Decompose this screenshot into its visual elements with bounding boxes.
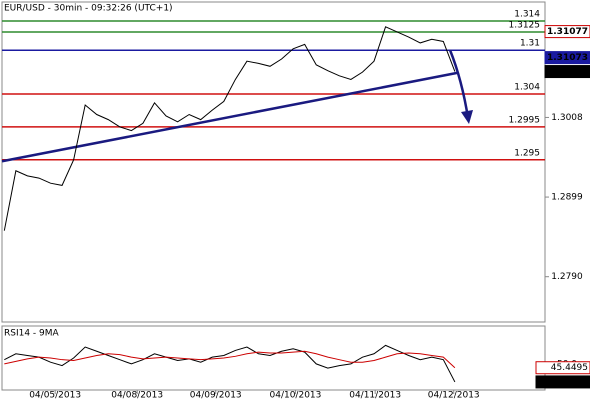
x-tick-label: 04/05/2013	[29, 391, 81, 400]
forecast-arrow-head	[461, 110, 473, 124]
level-label: 1.3125	[509, 20, 541, 30]
x-tick-label: 04/10/2013	[270, 391, 322, 400]
price-box	[544, 65, 590, 79]
level-label: 1.295	[514, 148, 540, 158]
level-label: 1.314	[514, 9, 540, 19]
y-tick-label: 1.3008	[551, 113, 583, 123]
value-box	[535, 375, 590, 389]
price-label: 1.31077	[547, 27, 588, 37]
x-tick-label: 04/12/2013	[428, 391, 480, 400]
price-label: 1.30708	[547, 67, 588, 77]
y-tick-label: 1.2899	[551, 193, 583, 203]
y-tick-label: 1.2790	[551, 272, 583, 282]
level-label: 1.2995	[509, 115, 541, 125]
x-tick-label: 04/11/2013	[349, 391, 401, 400]
level-label: 1.31	[520, 39, 540, 49]
plot-layer: 1.2790 1.2899 1.3008 04/05/2013 04/08/2013 04…	[1, 9, 590, 400]
chart-title: EUR/USD - 30min - 09:32:26 (UTC+1)	[4, 4, 173, 14]
x-tick-label: 04/08/2013	[111, 391, 163, 400]
level-label: 1.304	[514, 83, 540, 93]
rsi-panel	[1, 325, 546, 391]
series-line	[4, 344, 456, 383]
price-box	[544, 25, 590, 39]
value-label: 28.5921	[551, 377, 588, 387]
price-box	[544, 51, 590, 65]
price-panel	[1, 1, 546, 323]
rsi-title: RSI14 - 9MA	[4, 329, 60, 339]
value-label: 45.4495	[551, 363, 588, 373]
trend-line	[1, 71, 458, 163]
value-box	[535, 361, 590, 375]
x-tick-label: 04/09/2013	[190, 391, 242, 400]
series-line	[3, 26, 456, 231]
price-label: 1.31073	[547, 53, 588, 63]
series-line	[4, 350, 456, 369]
